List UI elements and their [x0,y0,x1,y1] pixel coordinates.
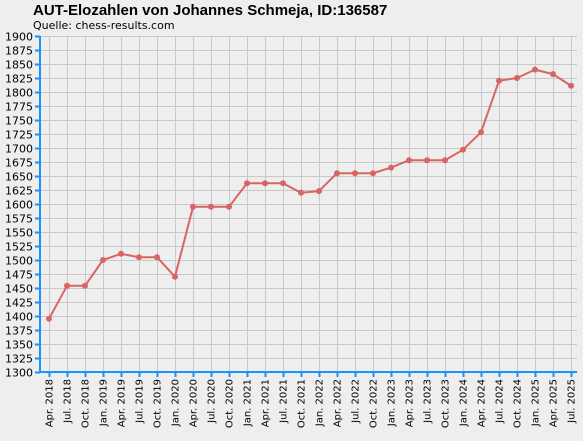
data-point [118,250,124,257]
data-point [478,129,484,136]
y-gridlines [40,36,577,373]
chart-subtitle: Quelle: chess-results.com [33,19,175,32]
data-point [46,315,52,322]
y-tick-label: 1550 [5,227,33,240]
x-tick-label: Oct. 2024 [513,379,524,428]
y-tick-label: 1800 [5,87,33,100]
y-tick-label: 1675 [5,157,33,170]
y-tick-label: 1375 [5,325,33,338]
x-tick-label: Jul. 2024 [495,379,506,424]
x-tick-label: Apr. 2018 [45,379,56,427]
y-tick-label: 1725 [5,129,33,142]
y-tick-label: 1875 [5,45,33,58]
x-tick-label: Jul. 2018 [63,379,74,424]
data-point [388,164,394,171]
x-tick-label: Jul. 2025 [567,379,578,424]
x-tick-label: Jan. 2019 [99,379,110,427]
data-point [64,282,70,289]
y-tick-label: 1325 [5,353,33,366]
y-tick-label: 1900 [5,31,33,44]
data-point [154,254,160,261]
data-point [406,157,412,164]
x-tick-label: Apr. 2023 [405,379,416,427]
y-tick-label: 1475 [5,269,33,282]
data-point [262,180,268,187]
data-point [370,170,376,177]
series-line [48,68,572,320]
x-tick-label: Jul. 2020 [207,379,218,424]
x-tick-label: Jan. 2021 [243,379,254,427]
data-point [334,170,340,177]
y-tick-label: 1825 [5,73,33,86]
data-point [190,203,196,210]
x-tick-label: Jan. 2020 [171,379,182,427]
x-tick-label: Apr. 2020 [189,379,200,427]
series-points-group [46,66,574,322]
data-point [316,188,322,195]
y-tick-label: 1525 [5,241,33,254]
y-tick-label: 1400 [5,311,33,324]
axes [35,35,577,377]
x-tick-label: Apr. 2024 [477,379,488,427]
data-point [460,146,466,153]
data-point [244,180,250,187]
data-point [100,257,106,263]
data-point [514,75,520,81]
x-tick-label: Oct. 2021 [297,379,308,428]
x-tick-label: Oct. 2023 [441,379,452,428]
chart-title: AUT-Elozahlen von Johannes Schmeja, ID:1… [33,2,388,19]
x-tick-label: Oct. 2020 [225,379,236,428]
series-line-group [48,68,572,320]
y-tick-label: 1575 [5,213,33,226]
x-tick-labels: Apr. 2018 Jul. 2018 Oct. 2018 Jan. 2019 Apr.… [45,379,578,428]
y-tick-label: 1750 [5,115,33,128]
data-point [82,282,88,289]
x-tick-label: Oct. 2019 [153,379,164,428]
x-tick-label: Apr. 2025 [549,379,560,427]
data-point [496,77,502,84]
x-tick-label: Jul. 2019 [135,379,146,424]
y-tick-label: 1600 [5,199,33,212]
data-point [208,203,214,210]
data-point [172,273,178,280]
data-point [298,189,304,196]
y-tick-label: 1500 [5,255,33,268]
y-tick-label: 1350 [5,339,33,352]
x-tick-label: Jan. 2023 [387,379,398,427]
x-tick-label: Jul. 2021 [279,379,290,424]
y-tick-label: 1450 [5,283,33,296]
y-tick-label: 1650 [5,171,33,184]
y-tick-label: 1775 [5,101,33,114]
x-tick-label: Apr. 2022 [333,379,344,427]
data-point [226,203,232,210]
x-tick-label: Jul. 2023 [423,379,434,424]
y-tick-labels: 1300132513501375140014251450147515001525… [5,31,33,380]
y-tick-label: 1300 [5,367,33,380]
x-tick-label: Apr. 2019 [117,379,128,427]
data-point [424,157,430,164]
data-point [568,82,574,89]
data-point [280,180,286,187]
y-tick-label: 1700 [5,143,33,156]
x-tick-label: Jan. 2025 [531,379,542,427]
x-tick-label: Jan. 2024 [459,379,470,427]
x-tick-label: Jul. 2022 [351,379,362,424]
x-tick-label: Oct. 2018 [81,379,92,428]
x-tick-label: Oct. 2022 [369,379,380,428]
x-tick-label: Jan. 2022 [315,379,326,427]
y-tick-label: 1425 [5,297,33,310]
data-point [352,170,358,177]
y-tick-label: 1625 [5,185,33,198]
data-point [532,66,538,73]
y-tick-label: 1850 [5,59,33,72]
data-point [550,71,556,78]
data-point [136,254,142,261]
x-tick-label: Apr. 2021 [261,379,272,427]
data-point [442,157,448,164]
